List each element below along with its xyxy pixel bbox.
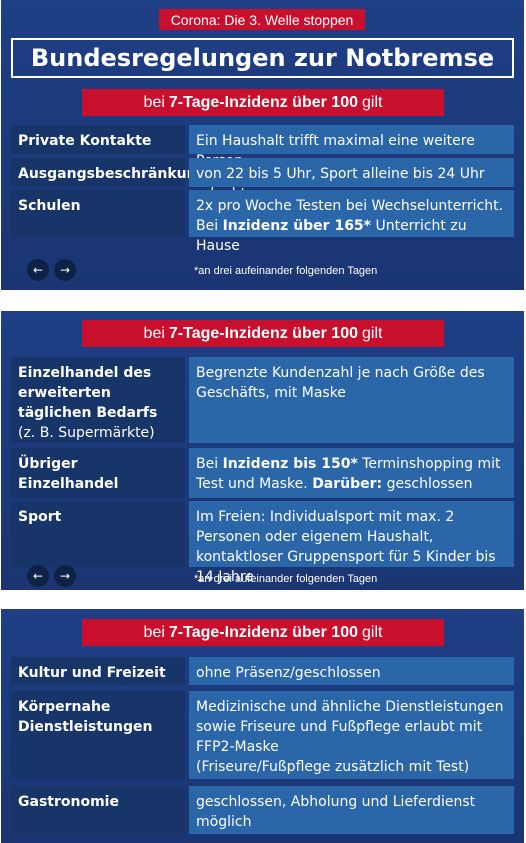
page-title: Bundesregelungen zur Notbremse — [11, 38, 514, 78]
rule-label: Übriger Einzelhandel — [11, 448, 185, 498]
footnote: *an drei aufeinander folgenden Tagen — [194, 265, 378, 277]
incidence-banner: bei 7-Tage-Inzidenz über 100 gilt — [82, 89, 444, 116]
incidence-banner: bei 7-Tage-Inzidenz über 100 gilt — [82, 320, 444, 347]
rule-value: geschlossen, Abholung und Lieferdienst m… — [189, 786, 514, 834]
arrow-right-icon[interactable]: → — [54, 565, 76, 587]
rule-row-personal-services: Körpernahe Dienstleistungen Medizinische… — [11, 691, 514, 779]
rule-row-private-contacts: Private Kontakte Ein Haushalt trifft max… — [11, 125, 514, 169]
rule-label: Körpernahe Dienstleistungen — [11, 691, 185, 779]
incidence-banner: bei 7-Tage-Inzidenz über 100 gilt — [82, 619, 444, 646]
rule-row-other-retail: Übriger Einzelhandel Bei Inzidenz bis 15… — [11, 448, 514, 498]
carousel-nav: ← → — [27, 565, 76, 587]
panel-1: Corona: Die 3. Welle stoppen Bundesregel… — [1, 0, 524, 290]
rule-row-gastronomy: Gastronomie geschlossen, Abholung und Li… — [11, 786, 514, 834]
rule-value: Ein Haushalt trifft maximal eine weitere… — [189, 125, 514, 169]
rule-value: Begrenzte Kundenzahl je nach Größe des G… — [189, 357, 514, 443]
panel-3: bei 7-Tage-Inzidenz über 100 gilt Kultur… — [1, 609, 524, 843]
rule-label: Einzelhandel des erweiterten täglichen B… — [11, 357, 185, 443]
rule-label: Private Kontakte — [11, 125, 185, 154]
rule-row-schools: Schulen 2x pro Woche Testen bei Wechselu… — [11, 190, 514, 254]
rule-value: Im Freien: Individualsport mit max. 2 Pe… — [189, 501, 514, 585]
rule-value: von 22 bis 5 Uhr, Sport alleine bis 24 U… — [189, 158, 514, 202]
rule-row-curfew: Ausgangsbeschränkung von 22 bis 5 Uhr, S… — [11, 158, 514, 202]
arrow-left-icon[interactable]: ← — [27, 259, 49, 281]
rule-label: Gastronomie — [11, 786, 185, 834]
rule-label: Ausgangsbeschränkung — [11, 158, 207, 187]
arrow-left-icon[interactable]: ← — [27, 565, 49, 587]
footnote: *an drei aufeinander folgenden Tagen — [194, 573, 378, 585]
top-banner: Corona: Die 3. Welle stoppen — [159, 9, 365, 30]
rule-value: Medizinische und ähnliche Dienstleistung… — [189, 691, 514, 779]
rule-label: Sport — [11, 501, 185, 567]
rule-row-culture: Kultur und Freizeit ohne Präsenz/geschlo… — [11, 657, 514, 685]
rule-row-sport: Sport Im Freien: Individualsport mit max… — [11, 501, 514, 585]
rule-value: 2x pro Woche Testen bei Wechselunterrich… — [189, 190, 514, 254]
rule-value: ohne Präsenz/geschlossen — [189, 657, 514, 685]
panel-2: bei 7-Tage-Inzidenz über 100 gilt Einzel… — [1, 311, 524, 590]
arrow-right-icon[interactable]: → — [54, 259, 76, 281]
carousel-nav: ← → — [27, 259, 76, 281]
rule-label: Kultur und Freizeit — [11, 657, 185, 685]
rule-value: Bei Inzidenz bis 150* Terminshopping mit… — [189, 448, 514, 498]
rule-label: Schulen — [11, 190, 185, 237]
rule-row-essential-retail: Einzelhandel des erweiterten täglichen B… — [11, 357, 514, 443]
